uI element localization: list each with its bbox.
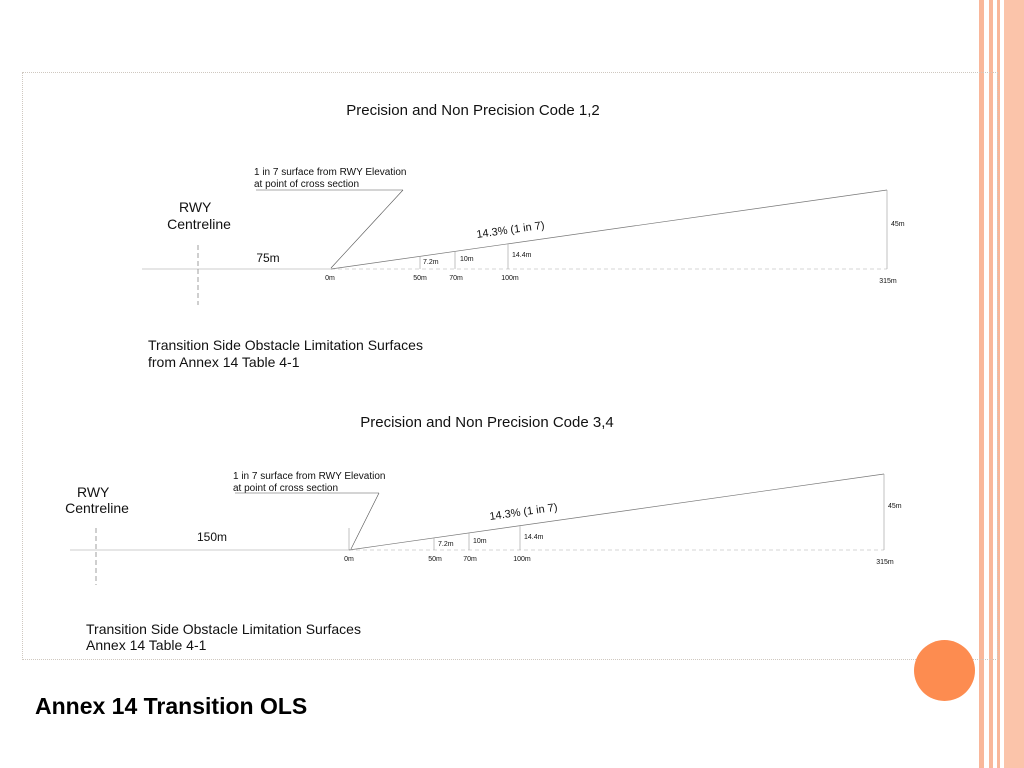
height-label: 14.4m: [524, 534, 544, 541]
height-label: 14.4m: [512, 252, 532, 259]
callout-line: at point of cross section: [254, 179, 359, 190]
rwy-label-line: RWY: [179, 199, 212, 215]
decorative-stripe: [1004, 0, 1024, 768]
offset-label: 75m: [256, 251, 279, 265]
decorative-stripe: [979, 0, 984, 768]
caption-line: from Annex 14 Table 4-1: [148, 354, 300, 370]
height-label: 10m: [460, 256, 474, 263]
height-label: 10m: [473, 538, 487, 545]
distance-label: 0m: [344, 556, 354, 563]
decorative-circle: [914, 640, 975, 701]
distance-label: 50m: [413, 275, 427, 282]
diagram-caption: Transition Side Obstacle Limitation Surf…: [86, 621, 365, 653]
decorative-stripe: [989, 0, 993, 768]
callout-line: at point of cross section: [233, 483, 338, 494]
offset-label: 150m: [197, 530, 227, 544]
rwy-label-line: RWY: [77, 484, 110, 500]
height-label: 45m: [891, 221, 905, 228]
distance-label: 100m: [513, 556, 531, 563]
callout-label: 1 in 7 surface from RWY Elevation at poi…: [233, 471, 388, 494]
caption-line: Transition Side Obstacle Limitation Surf…: [86, 621, 361, 637]
transition-surface: [348, 473, 885, 551]
distance-label: 0m: [325, 275, 335, 282]
callout-label: 1 in 7 surface from RWY Elevation at poi…: [254, 167, 409, 190]
content-frame: [22, 72, 998, 660]
slope-label: 14.3% (1 in 7): [476, 220, 545, 241]
distance-label: 100m: [501, 275, 519, 282]
caption-line: Annex 14 Table 4-1: [86, 637, 207, 653]
diagram-heading: Precision and Non Precision Code 3,4: [360, 414, 613, 431]
distance-label: 70m: [449, 275, 463, 282]
slide-title: Annex 14 Transition OLS: [35, 693, 308, 719]
diagram-code-3-4: Precision and Non Precision Code 3,4 1 i…: [65, 414, 902, 653]
caption-line: Transition Side Obstacle Limitation Surf…: [148, 337, 423, 353]
slope-label: 14.3% (1 in 7): [489, 502, 558, 523]
decorative-stripe: [997, 0, 1000, 768]
height-label: 7.2m: [438, 541, 454, 548]
diagram-caption: Transition Side Obstacle Limitation Surf…: [148, 337, 427, 370]
distance-label: 315m: [876, 559, 894, 566]
rwy-centreline-label: RWY Centreline: [167, 199, 231, 232]
callout-leader: [330, 189, 404, 269]
distance-label: 315m: [879, 278, 897, 285]
height-label: 7.2m: [423, 259, 439, 266]
rwy-centreline-label: RWY Centreline: [65, 484, 129, 516]
callout-line: 1 in 7 surface from RWY Elevation: [233, 471, 385, 482]
distance-label: 50m: [428, 556, 442, 563]
height-label: 45m: [888, 503, 902, 510]
rwy-label-line: Centreline: [65, 500, 129, 516]
callout-line: 1 in 7 surface from RWY Elevation: [254, 167, 406, 178]
diagram-code-1-2: Precision and Non Precision Code 1,2 1 i…: [142, 102, 905, 370]
rwy-label-line: Centreline: [167, 216, 231, 232]
distance-label: 70m: [463, 556, 477, 563]
callout-leader: [350, 492, 380, 550]
transition-surface: [330, 189, 888, 270]
diagram-heading: Precision and Non Precision Code 1,2: [346, 102, 599, 119]
